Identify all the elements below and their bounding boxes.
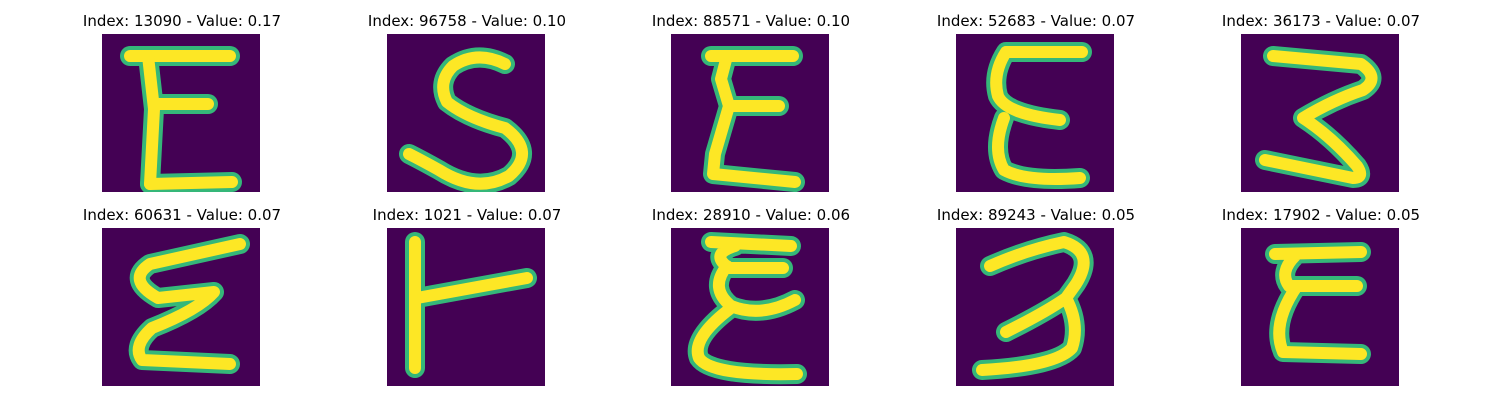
digit-image: [387, 228, 545, 386]
digit-image: [1241, 34, 1399, 192]
digit-image: [102, 228, 260, 386]
digit-image: [102, 34, 260, 192]
panel-title: Index: 17902 - Value: 0.05: [1221, 206, 1421, 224]
panel-title: Index: 60631 - Value: 0.07: [82, 206, 282, 224]
panel-title: Index: 52683 - Value: 0.07: [936, 12, 1136, 30]
panel-title: Index: 13090 - Value: 0.17: [82, 12, 282, 30]
panel-title: Index: 28910 - Value: 0.06: [651, 206, 851, 224]
panel-title: Index: 89243 - Value: 0.05: [936, 206, 1136, 224]
digit-image: [671, 228, 829, 386]
digit-image: [956, 34, 1114, 192]
digit-image: [1241, 228, 1399, 386]
panel-title: Index: 88571 - Value: 0.10: [651, 12, 851, 30]
digit-image: [956, 228, 1114, 386]
panel-title: Index: 36173 - Value: 0.07: [1221, 12, 1421, 30]
digit-image: [387, 34, 545, 192]
digit-image: [671, 34, 829, 192]
panel-title: Index: 96758 - Value: 0.10: [367, 12, 567, 30]
panel-title: Index: 1021 - Value: 0.07: [372, 206, 562, 224]
